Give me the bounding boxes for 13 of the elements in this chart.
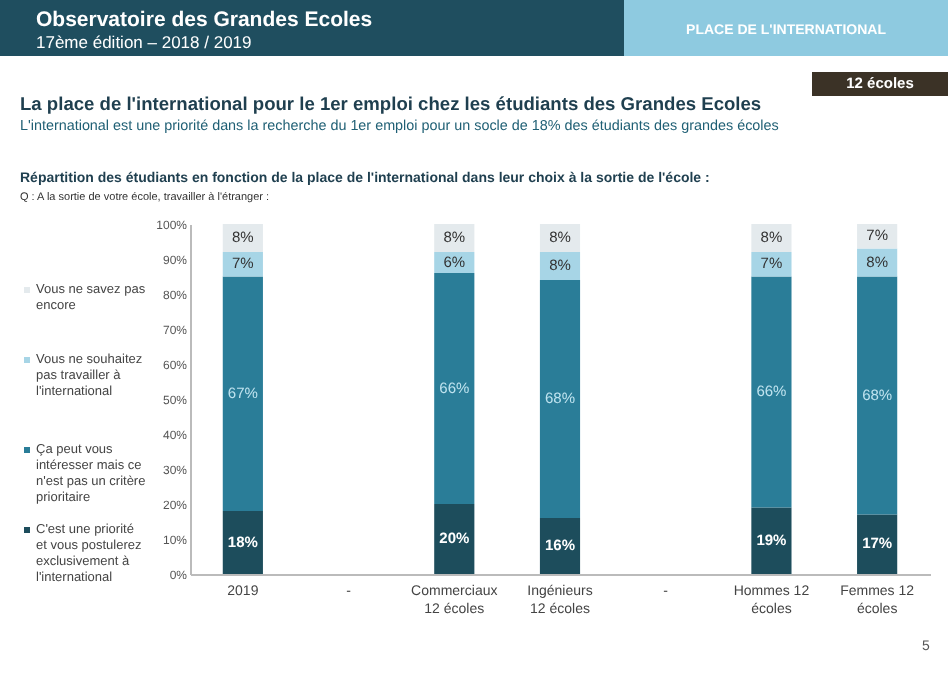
- bar: [751, 252, 792, 277]
- bar: [539, 280, 581, 518]
- text: La place de l'international pour le 1er emploi chez les étudiants des Grandes Ecoles: [20, 94, 762, 114]
- bar: [222, 511, 263, 574]
- chart-subtitle: 17ème édition – 2018 / 2019: [36, 32, 253, 52]
- bar: [751, 276, 792, 508]
- bar: [857, 276, 898, 515]
- chart-title: Observatoire des Grandes Ecoles: [36, 8, 373, 32]
- bar: [222, 276, 263, 511]
- bar: [857, 514, 898, 574]
- bar: [434, 273, 475, 504]
- bar: [434, 504, 475, 574]
- bar: [751, 507, 792, 574]
